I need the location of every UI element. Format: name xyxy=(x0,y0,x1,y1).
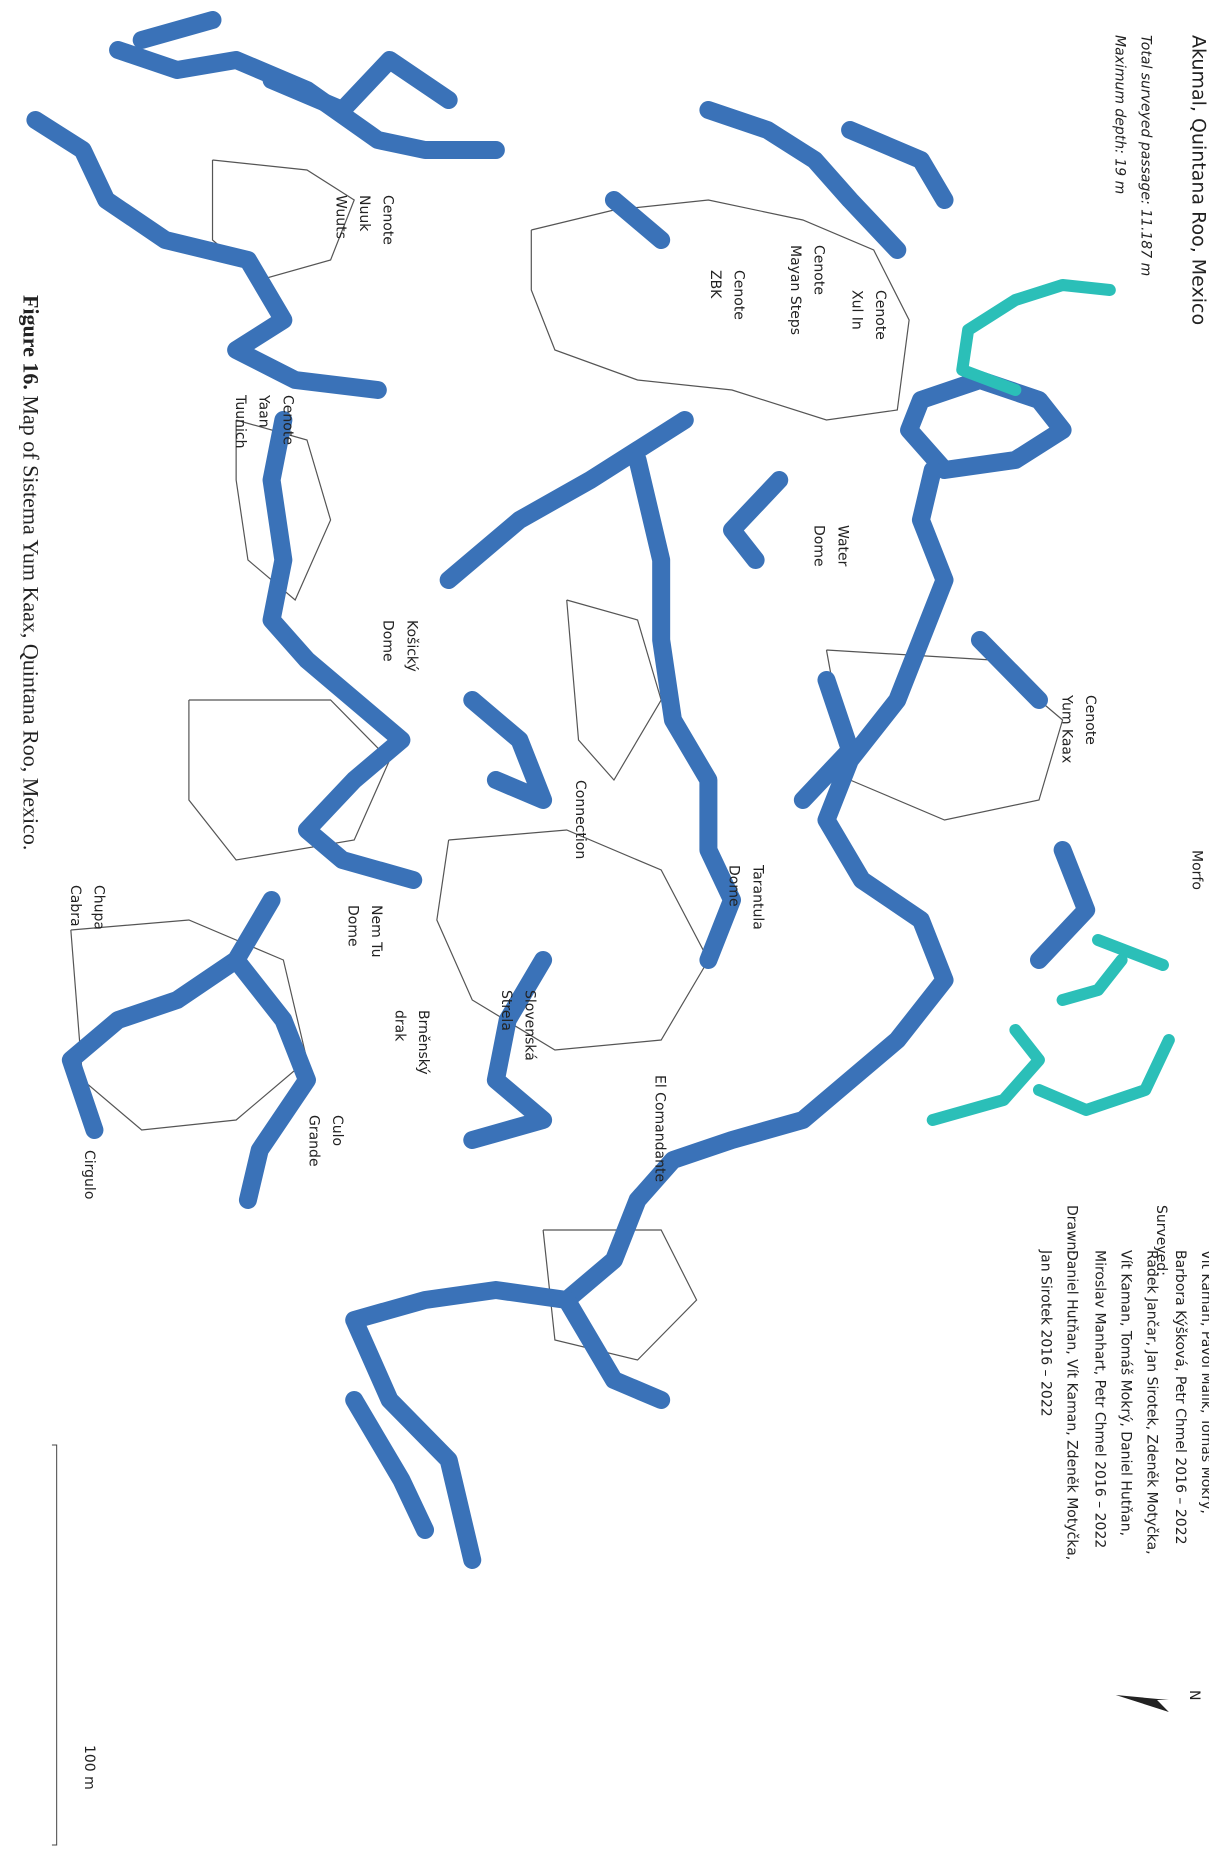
place-label: Culo xyxy=(329,1115,345,1146)
flooded-passage xyxy=(142,20,213,40)
place-label: Košický xyxy=(403,620,419,672)
place-label: Dome xyxy=(726,865,742,907)
place-label: Yum Kaax xyxy=(1059,694,1075,763)
teal-passage xyxy=(962,285,1110,390)
place-label: Tuunich xyxy=(232,394,248,449)
place-label: ZBK xyxy=(707,270,723,299)
cave-map-figure: Akumal, Quintana Roo, Mexico Total survey… xyxy=(0,0,1209,1851)
credit-line: Barbora Kýšková, Petr Chmel 2016 – 2022 xyxy=(1172,1250,1188,1545)
drawn-label: Drawn: xyxy=(1063,1205,1079,1255)
place-label: drak xyxy=(392,1010,408,1042)
credit-line: Radek Jančar, Jan Sirotek, Zdeněk Motyčk… xyxy=(1144,1250,1160,1555)
credit-line: Daniel Hutňan, Vít Kaman, Zdeněk Motyčka… xyxy=(1063,1250,1079,1560)
place-label: Grande xyxy=(305,1115,321,1167)
place-label: Chupa xyxy=(90,885,106,930)
flooded-passage xyxy=(909,380,1062,470)
teal-passage xyxy=(1098,940,1163,965)
place-label: Cirgulo xyxy=(81,1150,97,1199)
place-label: Cenote xyxy=(872,290,888,340)
place-label: Cenote xyxy=(380,195,396,245)
flooded-passage xyxy=(850,130,944,200)
flooded-passage xyxy=(236,960,307,1200)
flooded-passages xyxy=(35,20,1086,1560)
flooded-passage xyxy=(272,60,449,110)
place-label: Brněnský xyxy=(415,1010,431,1075)
dry-outline xyxy=(567,600,661,780)
map-stat: Total surveyed passage: 11.187 m xyxy=(1138,35,1154,276)
place-label: Mayan Steps xyxy=(787,245,803,335)
surveyed-label: Surveyed: xyxy=(1153,1205,1169,1276)
credit-line: Jan Sirotek 2016 – 2022 xyxy=(1037,1249,1053,1417)
place-label: Cenote xyxy=(730,270,746,320)
teal-passage xyxy=(1039,1040,1169,1110)
caption-label: Figure 16. xyxy=(19,295,44,390)
credit-line: Vít Kaman, Tomáš Mokrý, Daniel Hutňan, xyxy=(1118,1250,1134,1536)
place-label: Cenote xyxy=(1082,695,1098,745)
north-arrow xyxy=(1116,1695,1169,1712)
flooded-passage xyxy=(472,700,543,800)
place-label: Wuuts xyxy=(332,195,348,239)
place-label: Morfo xyxy=(1188,850,1204,890)
place-label: Slovenská xyxy=(521,990,537,1061)
credit-line: Miroslav Manhart, Petr Chmel 2016 – 2022 xyxy=(1092,1250,1108,1548)
dry-passages xyxy=(71,160,1063,1360)
place-label: Connection xyxy=(572,780,588,859)
flooded-passage xyxy=(638,460,732,960)
place-label: Strela xyxy=(498,990,514,1031)
place-label: El Comandante xyxy=(651,1075,667,1182)
scale-label: 100 m xyxy=(81,1745,97,1790)
place-label: Tarantula xyxy=(749,864,765,930)
dry-outline xyxy=(437,830,709,1050)
flooded-passage xyxy=(1039,850,1086,960)
north-label: N xyxy=(1186,1690,1202,1700)
scale-bar xyxy=(52,1445,57,1845)
map-title: Akumal, Quintana Roo, Mexico xyxy=(1187,35,1209,325)
place-label: Nem Tu xyxy=(368,905,384,957)
teal-passage xyxy=(933,1030,1039,1120)
place-label: Water xyxy=(834,525,850,567)
caption-text: Map of Sistema Yum Kaax, Quintana Roo, M… xyxy=(19,390,44,851)
flooded-passage xyxy=(980,640,1039,700)
place-label: Xul In xyxy=(848,290,864,330)
place-label: Nuuk xyxy=(356,195,372,232)
place-label: Yaan xyxy=(256,394,272,428)
place-label: Cabra xyxy=(67,885,83,927)
place-label: Dome xyxy=(811,525,827,567)
teal-passage xyxy=(1063,960,1122,1000)
credit-line: Vít Kaman, Pavol Malík, Tomáš Mokrý, xyxy=(1198,1250,1209,1514)
place-label: Cenote xyxy=(811,245,827,295)
flooded-passage xyxy=(732,480,779,560)
flooded-passage xyxy=(35,120,377,390)
place-label: Dome xyxy=(380,620,396,662)
caption: Figure 16. Map of Sistema Yum Kaax, Quin… xyxy=(19,295,44,850)
place-label: Cenote xyxy=(279,395,295,445)
labels: Akumal, Quintana Roo, Mexico Total survey… xyxy=(19,35,1209,1845)
map-stat: Maximum depth: 19 m xyxy=(1112,35,1128,194)
place-label: Dome xyxy=(344,905,360,947)
